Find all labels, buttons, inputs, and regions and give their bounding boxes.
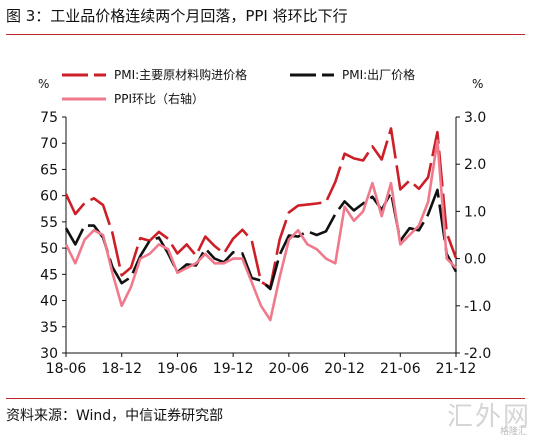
y-left-tick-label: 40: [40, 294, 58, 310]
y-right-tick-label: -1.0: [464, 299, 491, 315]
x-tick-label: 18-12: [101, 361, 142, 377]
source-rule: [6, 398, 525, 399]
source-note: 资料来源：Wind，中信证券研究部: [6, 408, 224, 424]
y-left-tick-label: 65: [40, 162, 58, 178]
series-line-1: [64, 127, 458, 289]
legend-label-1: PMI:主要原材料购进价格: [114, 67, 247, 82]
watermark-logo: 汇外网: [446, 402, 531, 432]
y-left-tick-label: 60: [40, 189, 58, 205]
x-tick-label: 19-06: [157, 361, 198, 377]
y-left-tick-label: 55: [40, 215, 58, 231]
x-tick-label: 19-12: [213, 361, 254, 377]
y-left-tick-label: 45: [40, 267, 58, 283]
y-left-tick-label: 70: [40, 136, 58, 152]
x-tick-label: 20-06: [269, 361, 310, 377]
y-left-unit: %: [38, 77, 49, 91]
title-rule: [6, 34, 525, 35]
legend-label-3: PPI环比（右轴）: [114, 91, 204, 106]
y-left-tick-label: 50: [40, 241, 58, 257]
series-lines: [64, 127, 458, 322]
y-left-tick-label: 35: [40, 320, 58, 336]
y-left-tick-label: 75: [40, 110, 58, 126]
figure-title: 图 3：工业品价格连续两个月回落，PPI 将环比下行: [6, 7, 348, 25]
y-right-tick-label: 1.0: [464, 204, 486, 220]
y-right-unit: %: [472, 77, 483, 91]
x-tick-label: 21-06: [380, 361, 421, 377]
axes: 30 35 40 45 50 55 60 65 70 75 -2.0 -1.0 0.0 1.0 2.0 3.0…: [38, 77, 491, 377]
y-right-tick-label: 3.0: [464, 110, 486, 126]
y-right-tick-label: -2.0: [464, 346, 491, 362]
watermark-sub: 格隆汇: [499, 427, 527, 437]
y-left-tick-label: 30: [40, 346, 58, 362]
series-line-3: [64, 139, 457, 322]
legend-label-2: PMI:出厂价格: [342, 67, 415, 82]
x-tick-label: 21-12: [436, 361, 477, 377]
y-right-tick-label: 2.0: [464, 157, 486, 173]
x-tick-label: 18-06: [46, 361, 87, 377]
x-tick-label: 20-12: [324, 361, 365, 377]
legend: PMI:主要原材料购进价格 PMI:出厂价格 PPI环比（右轴）: [62, 67, 415, 106]
y-right-tick-label: 0.0: [464, 252, 486, 268]
